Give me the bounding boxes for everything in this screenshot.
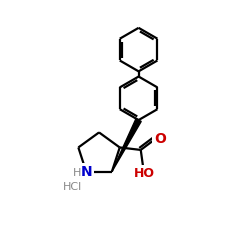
Polygon shape [112, 119, 141, 172]
Text: N: N [80, 165, 92, 179]
Text: HO: HO [134, 167, 155, 180]
Text: H: H [73, 168, 81, 178]
Text: HCl: HCl [63, 182, 82, 192]
Text: O: O [154, 132, 166, 146]
